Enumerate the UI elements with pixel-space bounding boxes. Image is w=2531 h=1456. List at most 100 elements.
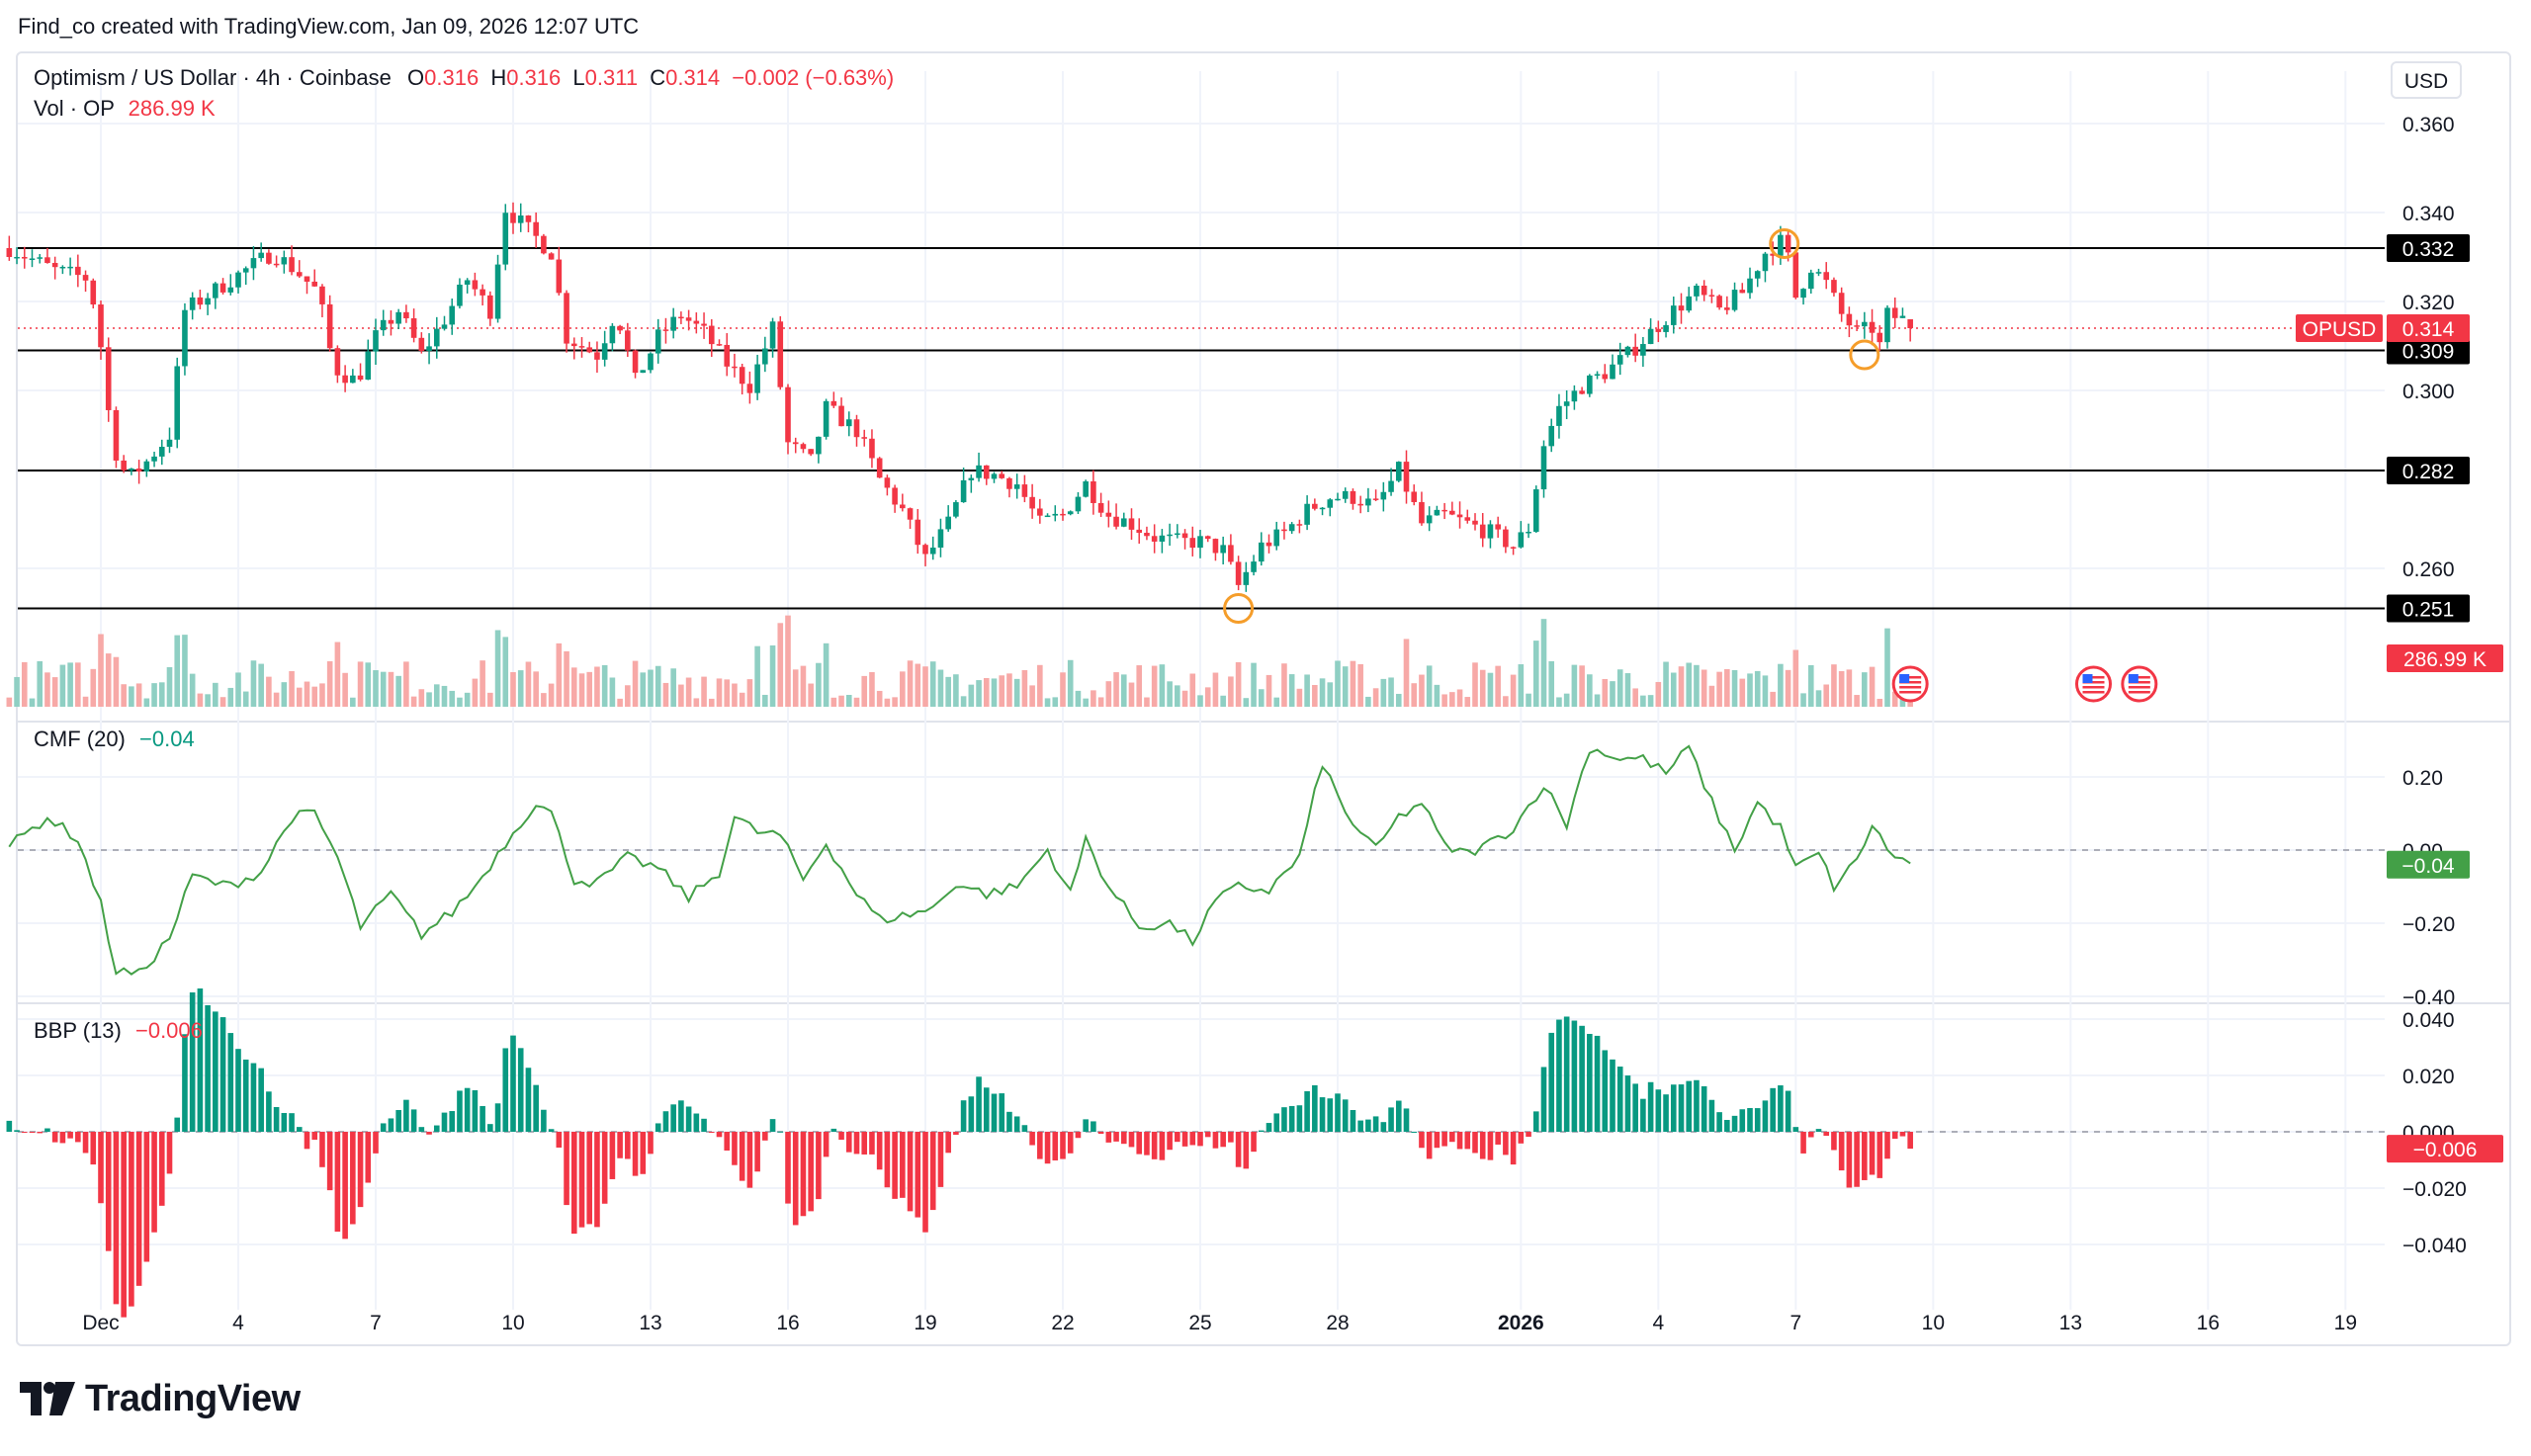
volume-bar — [1556, 697, 1562, 707]
bbp-bar — [754, 1132, 760, 1172]
bbp-bar — [1097, 1132, 1104, 1134]
bbp-bar — [1785, 1090, 1791, 1132]
candle-body — [1792, 252, 1799, 299]
candle-body — [853, 419, 860, 438]
candle-body — [135, 469, 142, 472]
bbp-bar — [480, 1105, 485, 1132]
tradingview-wordmark: TradingView — [85, 1377, 301, 1419]
volume-bar — [380, 671, 387, 707]
last-price-label: 0.314 — [2402, 318, 2455, 341]
candle-body — [342, 375, 348, 384]
volume-bar — [1571, 664, 1578, 707]
bbp-bar — [227, 1033, 234, 1132]
bbp-bar — [1670, 1084, 1677, 1132]
volume-bar — [1243, 698, 1250, 707]
volume-bar — [250, 660, 257, 707]
bbp-bar — [953, 1132, 959, 1136]
candle-body — [235, 272, 241, 288]
volume-bar — [869, 671, 875, 707]
bbp-bar — [907, 1132, 914, 1212]
volume-bar — [1778, 663, 1784, 707]
attribution-text: Find_co created with TradingView.com, Ja… — [18, 14, 640, 39]
bbp-bar — [441, 1112, 448, 1132]
level-price-tag — [2387, 234, 2470, 262]
volume-bar — [960, 696, 967, 707]
candle-body — [1510, 547, 1517, 549]
bbp-bar — [1869, 1132, 1876, 1175]
volume-bar — [1091, 690, 1096, 707]
bbp-bar — [135, 1132, 142, 1286]
volume-bar — [1624, 673, 1631, 707]
candle-body — [701, 323, 707, 326]
currency-button[interactable]: USD — [2391, 61, 2462, 99]
candle-body — [403, 311, 409, 319]
bbp-bar — [1266, 1123, 1272, 1132]
bbp-bar — [98, 1132, 104, 1204]
candle-body — [334, 348, 341, 376]
candle-body — [1220, 545, 1226, 554]
volume-bar — [135, 683, 142, 707]
flag-stripe — [2082, 681, 2105, 684]
volume-bar — [1632, 688, 1638, 707]
volume-bar — [158, 682, 165, 707]
candle-body — [1266, 542, 1272, 547]
last-price-tag — [2387, 314, 2470, 342]
candle-body — [816, 436, 822, 455]
flag-stripe — [2082, 686, 2105, 689]
volume-bar — [105, 653, 112, 707]
bbp-bar — [1495, 1132, 1501, 1145]
bbp-bar — [1021, 1125, 1028, 1132]
candle-body — [296, 272, 303, 277]
candle-body — [1891, 307, 1898, 318]
bbp-bar — [1175, 1132, 1180, 1143]
candle-body — [1686, 296, 1693, 311]
volume-bar — [1495, 665, 1501, 707]
cmf-axis-tick-label: −0.40 — [2402, 986, 2455, 1009]
volume-bar — [1503, 696, 1509, 707]
volume-bar — [1175, 685, 1180, 707]
candle-body — [1838, 293, 1845, 314]
candle-body — [82, 275, 89, 281]
bbp-bar — [395, 1109, 401, 1132]
candle-body — [1526, 531, 1531, 534]
bbp-bar — [1380, 1122, 1387, 1132]
candle-body — [289, 257, 295, 273]
candle-body — [1762, 253, 1769, 272]
bbp-bar — [1235, 1132, 1242, 1167]
volume-label: Vol · OP — [34, 96, 115, 121]
candle-body — [304, 276, 310, 282]
volume-bar — [326, 660, 333, 707]
candle-body — [808, 449, 814, 455]
candle-body — [716, 344, 723, 346]
volume-bar — [1151, 665, 1158, 707]
bbp-bar — [373, 1132, 379, 1154]
volume-bar — [983, 677, 990, 707]
bbp-bar — [1006, 1111, 1012, 1132]
pattern-marker-circle — [1769, 228, 1800, 259]
volume-bar — [937, 669, 944, 707]
volume-bar — [197, 693, 204, 707]
candle-body — [1258, 542, 1265, 562]
volume-bar — [1754, 670, 1761, 707]
bbp-bar — [326, 1132, 333, 1191]
candle-body — [151, 456, 157, 462]
volume-bar — [708, 698, 715, 707]
bbp-bar — [1037, 1132, 1043, 1159]
bbp-bar — [158, 1132, 165, 1206]
bbp-bar — [640, 1132, 647, 1174]
bbp-bar — [1464, 1132, 1471, 1150]
time-axis-tick-label: 19 — [914, 1312, 936, 1334]
candle-body — [1296, 524, 1303, 526]
tradingview-logo[interactable]: TradingView — [20, 1374, 301, 1423]
bbp-bar — [976, 1076, 982, 1132]
time-axis-tick-label: 19 — [2334, 1312, 2357, 1334]
volume-bar — [502, 637, 509, 707]
bbp-bar — [845, 1132, 852, 1153]
cmf-axis-tick-label: −0.20 — [2402, 913, 2455, 936]
volume-bar — [853, 697, 860, 707]
bbp-bar — [410, 1109, 417, 1132]
bbp-bar — [1831, 1132, 1837, 1151]
volume-bar — [876, 690, 883, 707]
candle-body — [1640, 344, 1646, 356]
